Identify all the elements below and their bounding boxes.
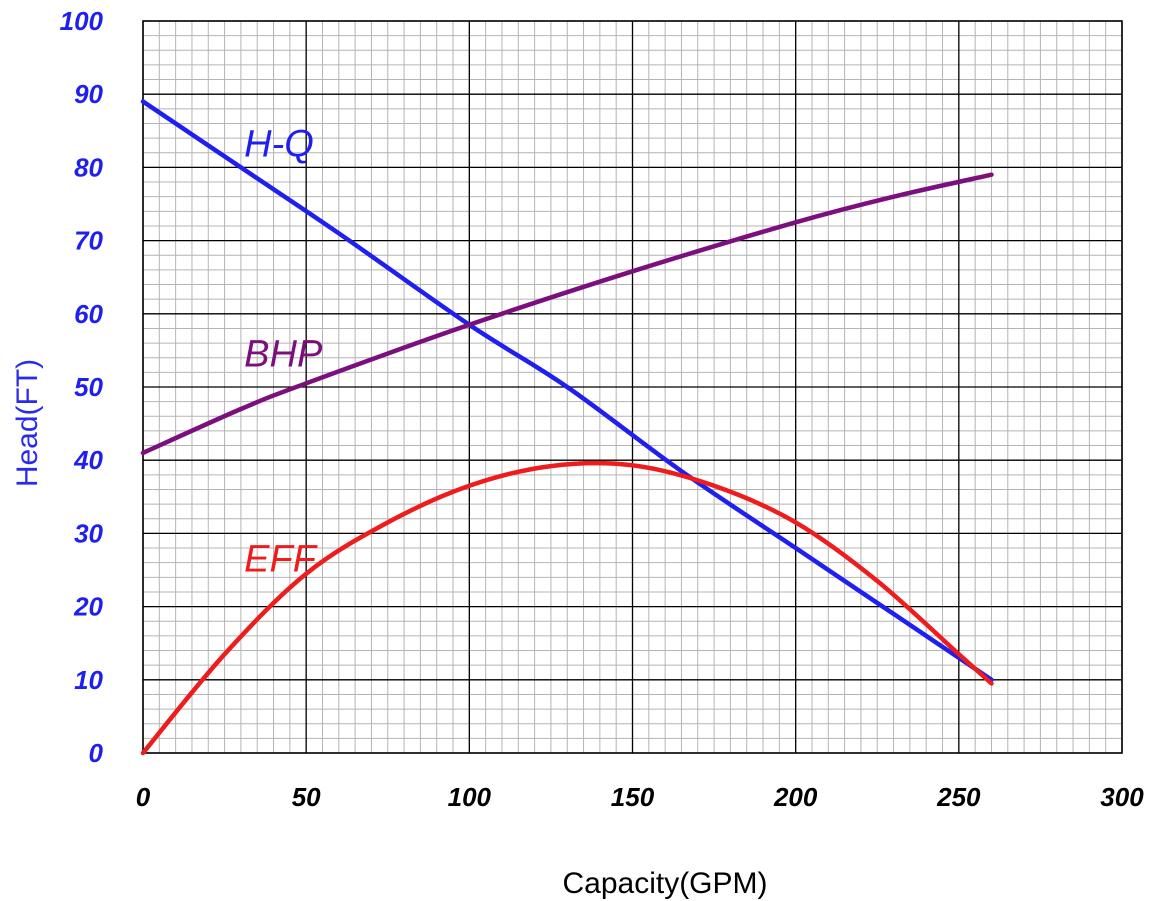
y-tick-label: 100 [60,6,104,36]
x-tick-label: 150 [611,782,655,812]
series-label-bhp: BHP [244,334,323,376]
y-tick-label: 90 [74,79,103,109]
series-label-h-q: H-Q [244,123,314,165]
y-tick-label: 30 [74,518,103,548]
y-tick-label: 70 [74,226,103,256]
y-axis-title: Head(FT) [11,359,44,487]
x-axis-title: Capacity(GPM) [562,867,767,900]
x-tick-label: 250 [936,782,981,812]
series-line-eff [140,460,994,756]
y-tick-label: 10 [74,665,103,695]
series-lines [140,99,994,756]
x-tick-label: 300 [1100,782,1144,812]
x-tick-label: 200 [773,782,818,812]
x-tick-labels: 0 50 100 150 200 250 300 [136,782,1144,812]
series-line-bhp [140,172,994,456]
y-tick-label: 80 [74,152,103,182]
series-labels: H-Q BHP EFF [244,123,323,580]
y-tick-label: 60 [74,299,103,329]
y-tick-label: 50 [74,372,103,402]
x-tick-label: 0 [136,782,151,812]
series-label-eff: EFF [244,538,318,580]
x-tick-label: 100 [448,782,492,812]
y-tick-label: 40 [73,445,103,475]
series-line-h-q [140,99,994,683]
y-tick-labels: 0 10 20 30 40 50 60 70 80 90 100 [60,6,104,768]
plot-frame [142,20,1123,754]
x-tick-label: 50 [292,782,321,812]
y-tick-label: 0 [89,738,104,768]
y-tick-label: 20 [73,592,103,622]
